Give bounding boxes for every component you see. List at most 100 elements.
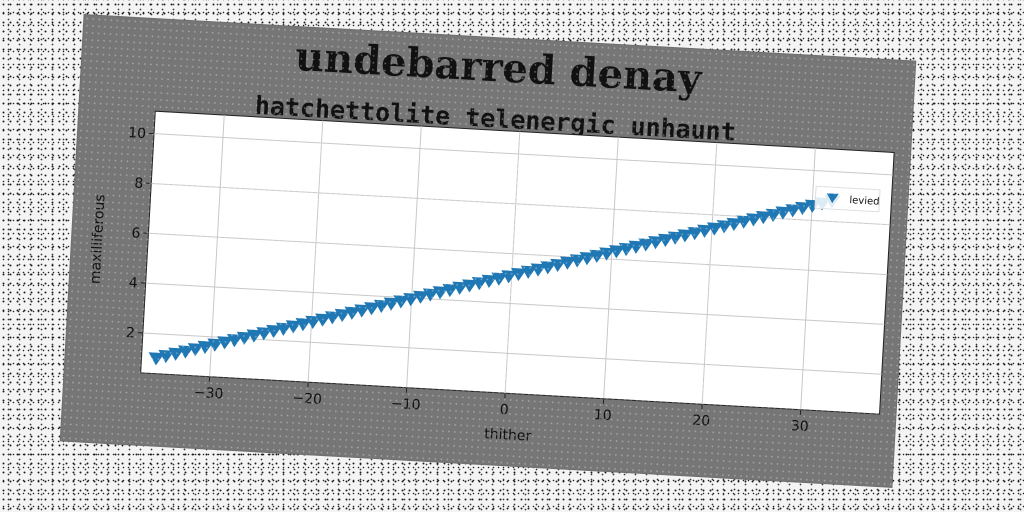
data-point [334, 308, 351, 323]
data-point [765, 208, 782, 222]
data-point [530, 263, 547, 277]
y-tick-label: 6 [131, 225, 141, 241]
data-point [256, 327, 273, 341]
data-point [148, 352, 165, 366]
y-axis-label: maxilliferous [88, 194, 109, 285]
data-point [295, 318, 312, 332]
data-point [462, 279, 479, 293]
x-axis-label: thither [484, 426, 532, 445]
data-point [569, 254, 586, 268]
data-point [687, 226, 704, 241]
data-point [364, 302, 381, 316]
x-tick-label: 0 [499, 402, 509, 418]
data-point [246, 329, 263, 343]
data-point [187, 343, 204, 357]
data-point [511, 267, 527, 282]
figure-card: undebarred denay hatchettolite telenergi… [60, 15, 916, 487]
legend-marker [826, 193, 839, 204]
data-point [638, 238, 655, 252]
y-tick-label: 2 [125, 325, 135, 341]
data-point [422, 288, 439, 302]
chart-svg: −30 −20 −10 0 10 20 30 2 4 6 8 10 levied thither ma… [88, 110, 895, 445]
data-point [755, 210, 772, 225]
x-gridline [307, 120, 324, 383]
x-gridline [603, 137, 619, 399]
data-point [618, 242, 635, 257]
data-point [178, 345, 194, 359]
data-point [442, 283, 459, 298]
y-tick-label: 4 [128, 275, 138, 291]
legend: levied [814, 185, 881, 213]
data-point [471, 277, 488, 291]
x-gridline [701, 142, 718, 405]
data-point [305, 315, 322, 329]
x-tick-label: 10 [593, 407, 612, 424]
data-point [452, 281, 469, 295]
data-point [550, 258, 567, 273]
data-point [354, 304, 371, 318]
data-point [599, 247, 616, 261]
x-gridline [504, 131, 521, 394]
data-point [540, 261, 557, 275]
data-point [775, 206, 792, 220]
data-point [315, 313, 332, 327]
data-point [393, 295, 410, 309]
y-tick-label: 10 [128, 125, 147, 142]
data-point [785, 204, 802, 218]
x-tick-label: 30 [790, 418, 809, 435]
legend-box [814, 185, 881, 213]
data-point [589, 249, 606, 263]
data-point [736, 215, 753, 229]
data-point [236, 331, 253, 345]
y-gridline [148, 232, 888, 276]
axis-layer: −30 −20 −10 0 10 20 30 2 4 6 8 10 [125, 125, 809, 435]
data-point [481, 274, 498, 288]
x-tick-label: −10 [390, 396, 420, 414]
data-point [697, 224, 714, 238]
x-tick-label: −20 [292, 390, 322, 408]
data-point [520, 265, 537, 279]
data-point [344, 306, 361, 320]
data-point [501, 270, 518, 284]
data-point [217, 336, 234, 350]
x-gridline [406, 126, 422, 388]
data-point [608, 245, 625, 259]
data-point [324, 311, 341, 325]
data-point [432, 286, 449, 300]
data-point [266, 324, 283, 339]
data-point [706, 222, 723, 236]
data-point [285, 320, 302, 334]
data-point [197, 340, 214, 355]
y-tick-label: 8 [134, 176, 144, 192]
data-point [413, 290, 430, 304]
data-point [226, 333, 243, 348]
data-point [491, 272, 508, 286]
y-gridline [145, 282, 885, 325]
data-point [373, 299, 390, 314]
data-point [158, 349, 175, 364]
y-gridline [142, 332, 882, 375]
data-point [795, 201, 812, 216]
data-point [275, 322, 292, 336]
data-point [628, 240, 645, 254]
data-point [667, 231, 684, 245]
data-point [677, 229, 694, 243]
data-point [168, 347, 185, 361]
data-point [716, 220, 733, 234]
data-point [579, 251, 596, 266]
y-gridline [154, 133, 893, 176]
data-point [746, 213, 763, 227]
data-point [726, 217, 743, 232]
data-point [657, 233, 674, 247]
data-point [648, 236, 665, 250]
data-point [403, 292, 420, 307]
x-gridline [800, 148, 816, 410]
data-point [559, 256, 576, 270]
x-tick-label: −30 [193, 385, 223, 403]
x-gridline [209, 115, 225, 377]
x-tick-label: 20 [692, 413, 711, 430]
data-point [383, 297, 400, 311]
mark-layer [148, 195, 841, 366]
legend-label: levied [849, 195, 880, 208]
data-point [207, 338, 224, 352]
